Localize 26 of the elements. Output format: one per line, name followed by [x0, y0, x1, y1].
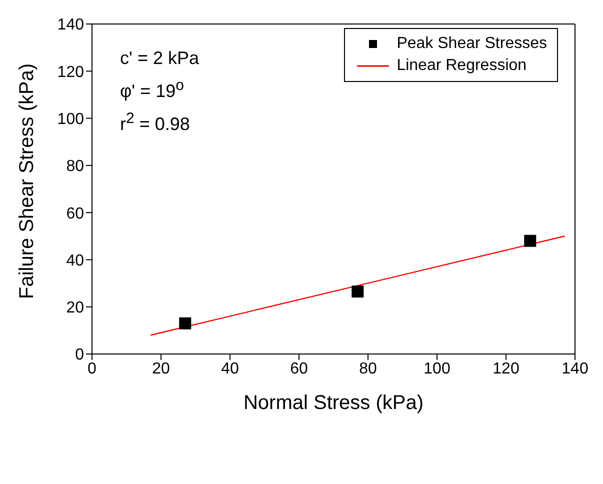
x-tick-label: 120	[492, 360, 520, 378]
x-tick-label: 140	[562, 360, 588, 378]
x-tick-label: 60	[290, 360, 308, 378]
x-tick-label: 100	[424, 360, 450, 378]
y-tick-label: 40	[66, 252, 84, 270]
legend-label: Peak Shear Stresses	[396, 35, 547, 53]
x-tick-label: 20	[152, 360, 170, 378]
y-tick-label: 20	[66, 300, 84, 317]
y-tick-label: 120	[57, 64, 84, 81]
y-tick-label: 80	[66, 158, 84, 176]
x-tick-label: 0	[88, 360, 97, 378]
annotation: c' = 2 kPa	[120, 47, 199, 70]
y-tick-label: 140	[57, 16, 84, 34]
x-axis-title: Normal Stress (kPa)	[243, 392, 424, 414]
annotation: φ' = 19$^{o}$	[120, 76, 185, 103]
y-tick-label: 0	[75, 346, 84, 364]
legend-label: Linear Regression	[396, 57, 527, 75]
x-tick-label: 40	[221, 360, 239, 378]
y-axis-title: Failure Shear Stress (kPa)	[16, 63, 38, 299]
point	[352, 286, 364, 298]
x-tick-label: 80	[359, 360, 377, 378]
y-tick-label: 60	[66, 205, 84, 222]
y-tick-label: 100	[57, 110, 84, 128]
annotation: r$^{2}$ = 0.98	[120, 109, 191, 136]
point	[524, 234, 536, 247]
point	[179, 317, 192, 330]
